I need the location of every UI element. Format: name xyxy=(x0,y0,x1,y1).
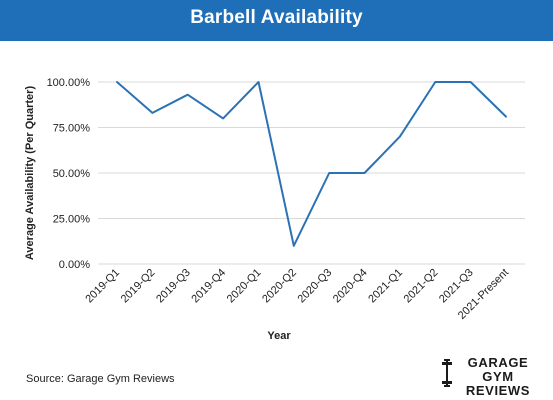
x-tick-label: 2019-Q4 xyxy=(189,267,228,306)
chart-title: Barbell Availability xyxy=(190,7,363,28)
chart-header: Barbell Availability xyxy=(0,0,553,41)
garage-gym-reviews-logo: GARAGE GYM REVIEWS xyxy=(441,356,541,398)
x-tick-label: 2020-Q1 xyxy=(225,267,264,306)
x-tick-label: 2021-Q1 xyxy=(366,267,405,306)
logo-wordmark: GARAGE GYM REVIEWS xyxy=(455,356,541,398)
y-tick-label: 50.00% xyxy=(53,168,91,180)
logo-line-2: REVIEWS xyxy=(465,383,531,398)
logo-line-1: GARAGE GYM xyxy=(467,355,529,384)
x-tick-label: 2019-Q2 xyxy=(119,267,158,306)
source-note: Source: Garage Gym Reviews xyxy=(26,373,175,385)
x-tick-label: 2020-Q2 xyxy=(260,267,299,306)
series-line xyxy=(116,81,507,247)
x-tick-label: 2021-Q2 xyxy=(402,267,441,306)
y-tick-label: 75.00% xyxy=(53,123,91,135)
barbell-icon xyxy=(442,359,452,387)
x-tick-label: 2020-Q3 xyxy=(296,267,335,306)
x-tick-label: 2020-Q4 xyxy=(331,267,370,306)
x-tick-label: 2019-Q3 xyxy=(154,267,193,306)
y-tick-label: 25.00% xyxy=(53,214,91,226)
x-tick-label: 2019-Q1 xyxy=(83,267,122,306)
y-tick-label: 100.00% xyxy=(47,77,91,89)
x-axis-title: Year xyxy=(267,330,291,342)
y-axis-title: Average Availability (Per Quarter) xyxy=(24,86,36,261)
line-chart: 0.00%25.00%50.00%75.00%100.00%2019-Q1201… xyxy=(24,77,525,342)
y-tick-label: 0.00% xyxy=(59,259,90,271)
